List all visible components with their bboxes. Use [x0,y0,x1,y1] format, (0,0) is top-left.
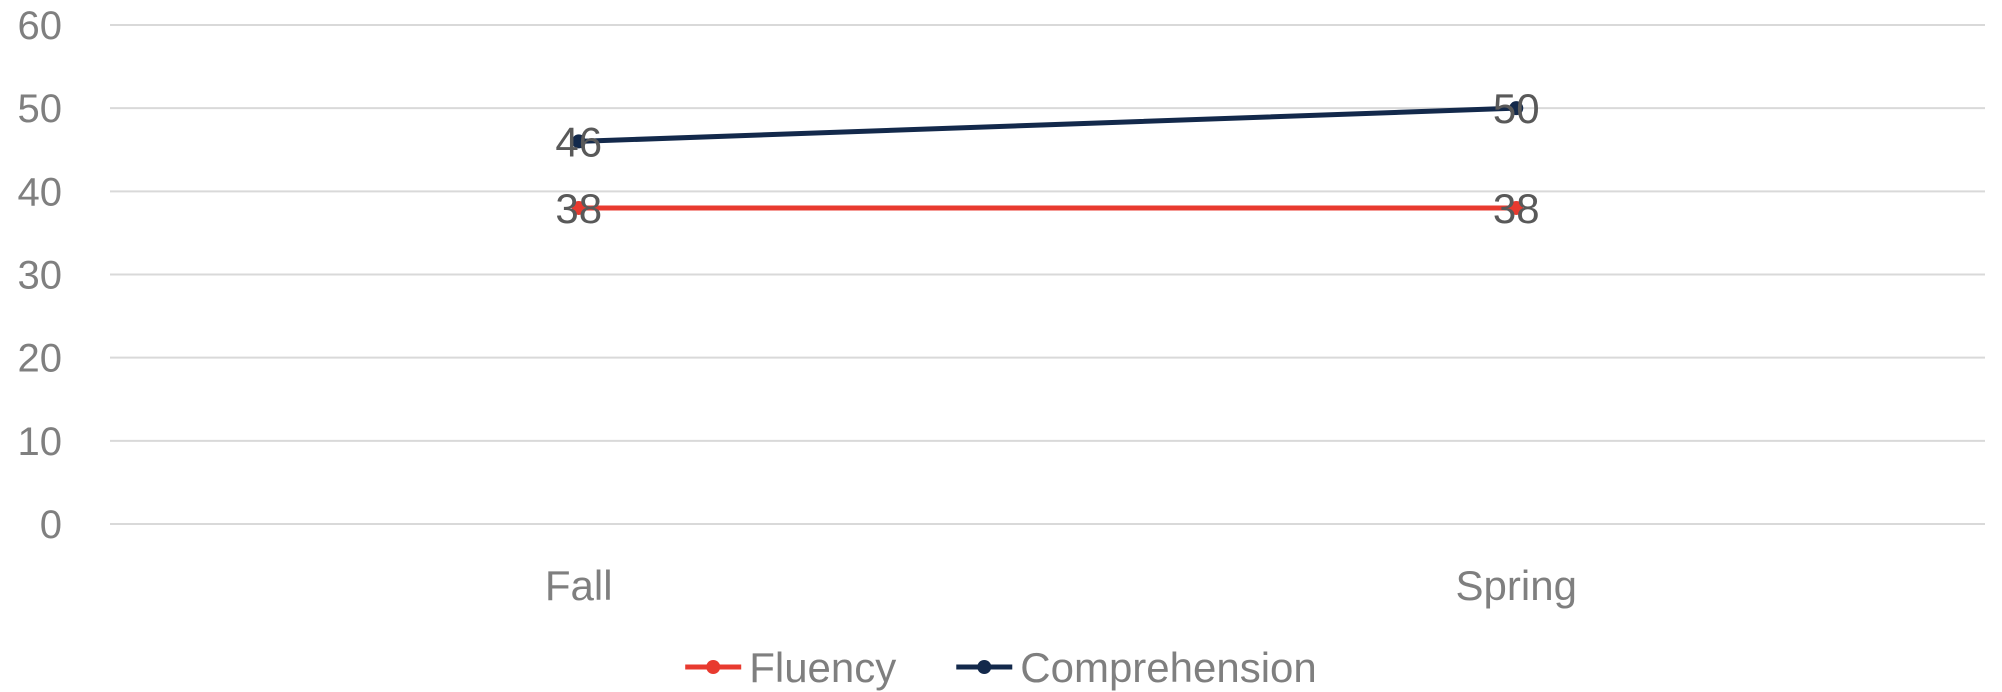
data-label: 38 [555,185,602,232]
data-label: 46 [555,118,602,165]
legend-label: Fluency [749,644,896,691]
legend: Fluency Comprehension [685,644,1317,691]
y-tick-label: 60 [18,4,63,48]
y-tick-label: 50 [18,87,63,131]
x-tick-label: Spring [1456,562,1577,609]
data-label: 50 [1493,85,1540,132]
data-point [1509,200,1524,215]
y-tick-label: 0 [40,503,62,547]
x-tick-label: Fall [545,562,613,609]
legend-item-comprehension: Comprehension [956,644,1317,691]
gridlines [110,24,1985,525]
series-lines [571,101,1524,215]
legend-label: Comprehension [1020,644,1317,691]
data-label: 38 [1493,185,1540,232]
data-point [571,200,586,215]
y-tick-label: 20 [18,337,63,381]
legend-item-fluency: Fluency [685,644,896,691]
x-axis-tick-labels: Fall Spring [545,562,1577,609]
legend-swatch-marker [977,660,992,674]
y-axis-tick-labels: 0 10 20 30 40 50 60 [18,4,63,547]
y-tick-label: 10 [18,420,63,464]
data-point [571,134,586,149]
data-labels: 38 38 46 50 [555,85,1539,232]
data-point [1509,101,1524,116]
legend-swatch-marker [706,660,721,674]
series-line-comprehension [576,105,1519,144]
y-tick-label: 40 [18,170,63,214]
y-tick-label: 30 [18,254,63,298]
